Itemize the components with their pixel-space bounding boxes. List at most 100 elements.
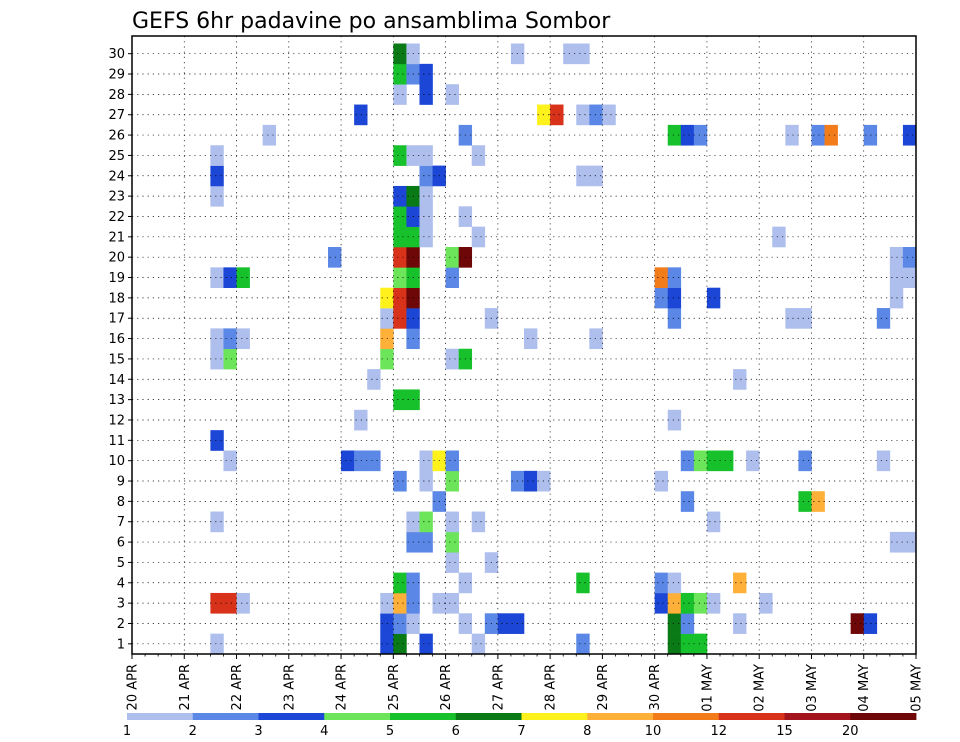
heatmap-cell bbox=[328, 247, 342, 268]
heatmap-cell bbox=[210, 165, 224, 187]
heatmap-cell bbox=[706, 287, 721, 309]
y-tick-label: 26 bbox=[108, 129, 125, 144]
heatmap-cell bbox=[667, 308, 682, 329]
colorbar-segment bbox=[784, 713, 851, 720]
colorbar-label: 10 bbox=[645, 724, 662, 739]
colorbar-label: 6 bbox=[452, 724, 460, 739]
heatmap-cell bbox=[393, 308, 407, 329]
heatmap-cell bbox=[550, 104, 564, 126]
heatmap-cell bbox=[419, 511, 433, 533]
colorbar-segment bbox=[521, 713, 588, 720]
heatmap-cell bbox=[589, 328, 603, 350]
y-tick-label: 19 bbox=[108, 271, 125, 286]
heatmap-cell bbox=[693, 592, 708, 614]
y-tick-label: 17 bbox=[108, 312, 125, 327]
colorbar-segment bbox=[718, 713, 785, 720]
colorbar-segment bbox=[192, 713, 259, 720]
heatmap-cell bbox=[680, 592, 695, 614]
heatmap-cell bbox=[576, 572, 590, 594]
colorbar-label: 5 bbox=[386, 724, 394, 739]
colorbar: 1 2 3 4 5 6 7 8 10 12 15 20 bbox=[123, 713, 917, 739]
heatmap-cell bbox=[419, 206, 433, 227]
heatmap-cell bbox=[589, 104, 603, 126]
heatmap-cell bbox=[824, 124, 838, 146]
heatmap-cell bbox=[210, 430, 224, 451]
heatmap-cells bbox=[210, 43, 917, 655]
heatmap-cell bbox=[445, 592, 459, 614]
colorbar-segment bbox=[390, 713, 457, 720]
heatmap-cell bbox=[706, 511, 721, 533]
heatmap-cell bbox=[419, 63, 433, 85]
heatmap-cell bbox=[654, 287, 669, 309]
heatmap-cell bbox=[210, 592, 224, 614]
y-tick-label: 28 bbox=[108, 88, 125, 103]
heatmap-cell bbox=[706, 450, 721, 472]
heatmap-cell bbox=[576, 104, 590, 126]
heatmap-cell bbox=[419, 633, 433, 655]
heatmap-cell bbox=[654, 592, 669, 614]
heatmap-cell bbox=[850, 613, 865, 634]
y-tick-label: 3 bbox=[117, 597, 125, 612]
heatmap-cell bbox=[902, 267, 917, 288]
y-tick-label: 27 bbox=[108, 108, 125, 123]
heatmap-cell bbox=[445, 247, 459, 268]
heatmap-cell bbox=[419, 450, 433, 472]
heatmap-cell bbox=[445, 450, 459, 472]
colorbar-label: 8 bbox=[583, 724, 591, 739]
gridlines bbox=[132, 36, 916, 654]
heatmap-cell bbox=[667, 409, 682, 431]
y-tick-label: 23 bbox=[108, 190, 125, 205]
heatmap-cell bbox=[902, 531, 917, 553]
colorbar-segment bbox=[850, 713, 917, 720]
heatmap-cell bbox=[393, 592, 407, 614]
heatmap-cell bbox=[223, 592, 237, 614]
heatmap-cell bbox=[667, 572, 682, 594]
x-tick-label: 05 MAY bbox=[910, 664, 925, 712]
heatmap-cell bbox=[524, 328, 538, 350]
heatmap-cell bbox=[445, 531, 459, 553]
heatmap-cell bbox=[210, 145, 224, 166]
y-tick-label: 29 bbox=[108, 68, 125, 83]
heatmap-cell bbox=[393, 247, 407, 268]
x-tick-label: 27 APR bbox=[491, 664, 506, 710]
y-tick-label: 5 bbox=[117, 556, 125, 571]
heatmap-cell bbox=[210, 267, 224, 288]
heatmap-cell bbox=[798, 450, 812, 472]
x-tick-label: 29 APR bbox=[596, 664, 611, 710]
colorbar-segment bbox=[258, 713, 325, 720]
heatmap-cell bbox=[419, 165, 433, 187]
heatmap-cell bbox=[733, 572, 747, 594]
heatmap-cell bbox=[393, 206, 407, 227]
heatmap-cell bbox=[393, 633, 407, 655]
heatmap-cell bbox=[654, 470, 669, 492]
heatmap-cell bbox=[497, 613, 512, 634]
colorbar-segment bbox=[127, 713, 194, 720]
heatmap-cell bbox=[419, 531, 433, 553]
heatmap-cell bbox=[223, 450, 237, 472]
heatmap-cell bbox=[693, 633, 708, 655]
x-tick-label: 03 MAY bbox=[805, 664, 820, 712]
heatmap-cell bbox=[223, 348, 237, 370]
heatmap-cell bbox=[471, 145, 486, 166]
heatmap-cell bbox=[419, 145, 433, 166]
heatmap-cell bbox=[445, 552, 459, 573]
colorbar-label: 3 bbox=[254, 724, 262, 739]
heatmap-cell bbox=[419, 84, 433, 105]
y-tick-label: 22 bbox=[108, 210, 125, 225]
y-tick-label: 4 bbox=[117, 576, 125, 591]
heatmap-cell bbox=[680, 491, 695, 512]
heatmap-cell bbox=[785, 124, 799, 146]
heatmap-cell bbox=[589, 165, 603, 187]
heatmap-cell bbox=[471, 633, 486, 655]
heatmap-cell bbox=[471, 226, 486, 248]
heatmap-cell bbox=[576, 43, 590, 65]
heatmap-cell bbox=[524, 470, 538, 492]
heatmap-cell bbox=[367, 369, 381, 390]
heatmap-cell bbox=[733, 613, 747, 634]
heatmap-cell bbox=[393, 185, 407, 207]
x-tick-label: 26 APR bbox=[439, 664, 454, 710]
heatmap-cell bbox=[680, 613, 695, 634]
y-tick-label: 16 bbox=[108, 332, 125, 347]
x-tick-label: 30 APR bbox=[648, 664, 663, 710]
heatmap-cell bbox=[445, 84, 459, 105]
